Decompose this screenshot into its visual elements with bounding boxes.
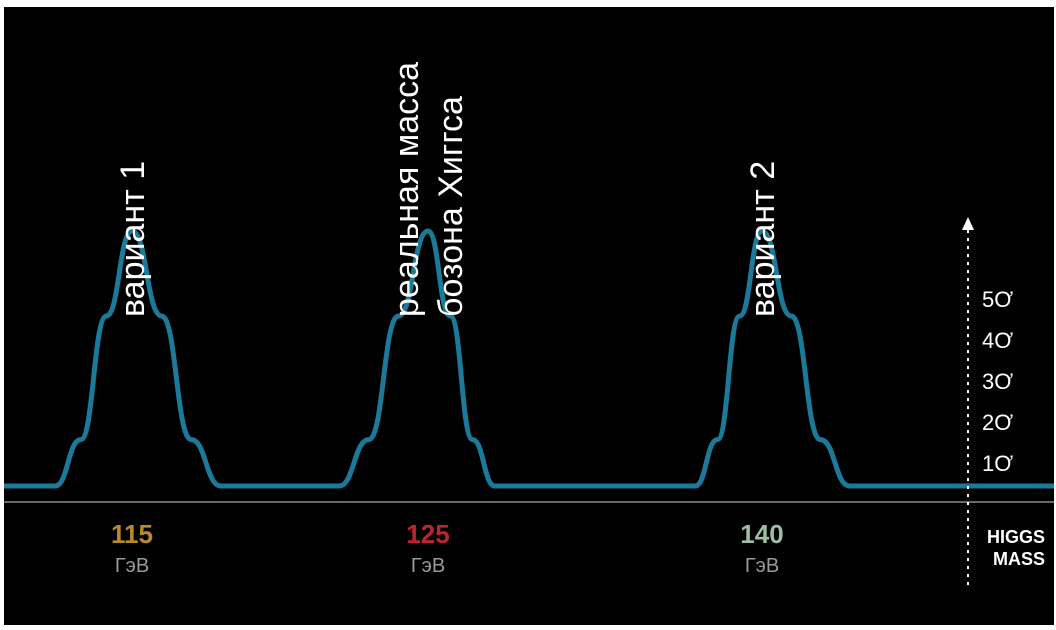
peak-annotation-140-line-1: вариант 2 [744, 161, 782, 317]
peak-value-140: 140 [740, 519, 783, 549]
peak-annotation-125-line-1: реальная масса [388, 62, 426, 317]
higgs-mass-chart: вариант 1 реальная масса бозона Хиггса вари… [4, 62, 1054, 585]
sigma-tick-3: 3Ơ [982, 369, 1013, 394]
sigma-tick-2: 2Ơ [982, 410, 1013, 435]
peak-value-115: 115 [111, 519, 153, 549]
x-axis-title-line-2: MASS [993, 549, 1045, 569]
peak-unit-125: ГэВ [411, 555, 445, 577]
peak-value-125: 125 [406, 519, 449, 549]
sigma-tick-4: 4Ơ [982, 328, 1013, 353]
peak-annotation-125-line-2: бозона Хиггса [432, 96, 470, 317]
x-axis-title-line-1: HIGGS [987, 527, 1045, 547]
sigma-axis-arrow-icon [962, 217, 974, 230]
peak-annotation-115-line-1: вариант 1 [114, 161, 152, 317]
sigma-tick-5: 5Ơ [982, 287, 1013, 312]
sigma-tick-1: 1Ơ [982, 451, 1013, 476]
peak-labels: вариант 1 реальная масса бозона Хиггса вари… [114, 62, 782, 317]
signal-curve-line [4, 228, 1054, 489]
sigma-tick-labels: 1Ơ 2Ơ 3Ơ 4Ơ 5Ơ [982, 287, 1013, 476]
peak-unit-140: ГэВ [745, 555, 779, 577]
peak-unit-115: ГэВ [115, 555, 149, 577]
chart-frame: вариант 1 реальная масса бозона Хиггса вари… [4, 7, 1054, 625]
peak-value-labels: 115 ГэВ 125 ГэВ 140 ГэВ [111, 519, 784, 577]
